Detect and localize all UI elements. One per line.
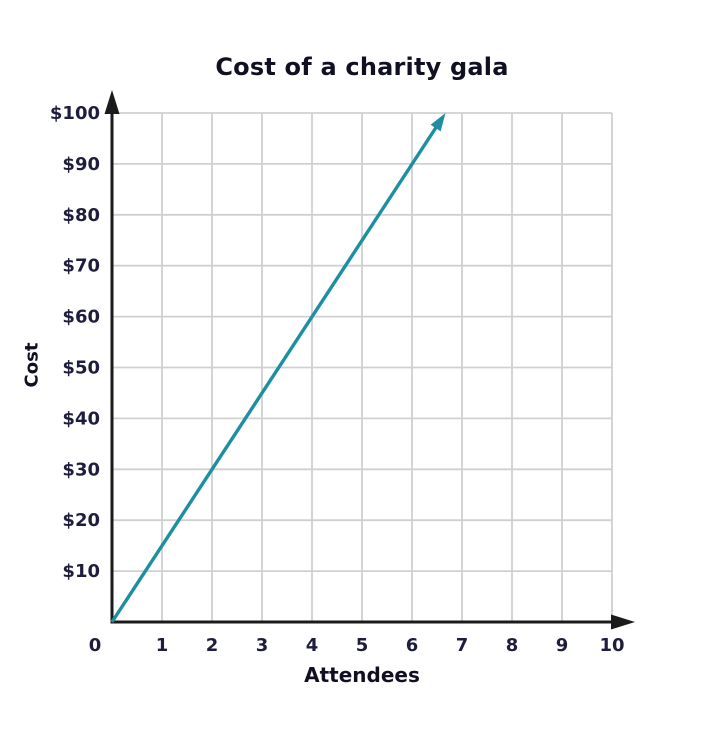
x-tick-label: 4: [306, 635, 319, 656]
y-tick-label: $90: [62, 154, 100, 175]
y-tick-label: $40: [62, 408, 100, 429]
data-line: [110, 119, 442, 623]
y-axis-title: Cost: [21, 342, 43, 388]
y-tick-label: $20: [62, 510, 100, 531]
x-tick-label: 7: [456, 635, 469, 656]
x-tick-label: 3: [256, 635, 269, 656]
x-tick-label: 1: [156, 635, 169, 656]
y-axis-arrowhead: [104, 90, 120, 114]
y-tick-label: $70: [62, 256, 100, 277]
x-tick-label: 6: [406, 635, 419, 656]
y-tick-label: $50: [62, 358, 100, 379]
x-axis-title: Attendees: [304, 663, 420, 687]
x-tick-label: 5: [356, 635, 369, 656]
x-axis-arrowhead: [611, 614, 635, 630]
x-tick-label: 0: [89, 635, 102, 656]
x-tick-label: 2: [206, 635, 219, 656]
y-tick-label: $10: [62, 561, 100, 582]
x-tick-label: 8: [506, 635, 519, 656]
y-tick-label: $60: [62, 307, 100, 328]
y-tick-label: $80: [62, 205, 100, 226]
x-tick-label: 9: [556, 635, 569, 656]
y-tick-label: $30: [62, 459, 100, 480]
data-line-arrowhead: [430, 113, 446, 132]
x-tick-label: 10: [599, 635, 624, 656]
chart-title: Cost of a charity gala: [215, 53, 509, 81]
y-tick-label: $100: [50, 103, 100, 124]
